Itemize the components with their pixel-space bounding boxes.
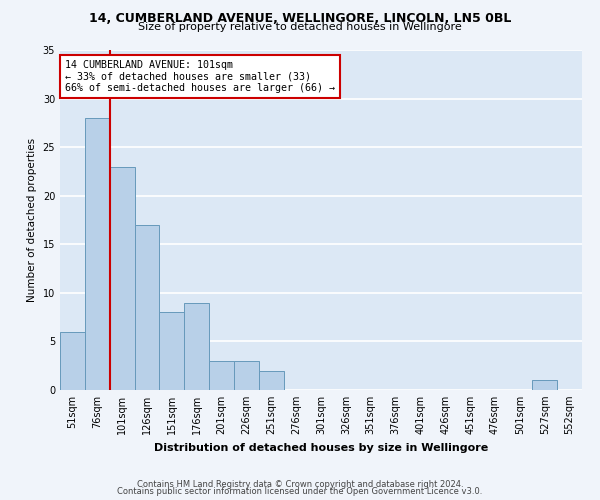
Bar — [184, 302, 209, 390]
Bar — [234, 361, 259, 390]
Bar — [259, 370, 284, 390]
Text: Contains HM Land Registry data © Crown copyright and database right 2024.: Contains HM Land Registry data © Crown c… — [137, 480, 463, 489]
Bar — [209, 361, 234, 390]
Bar — [134, 225, 160, 390]
Bar — [110, 166, 134, 390]
Y-axis label: Number of detached properties: Number of detached properties — [27, 138, 37, 302]
Text: Size of property relative to detached houses in Wellingore: Size of property relative to detached ho… — [138, 22, 462, 32]
Text: Contains public sector information licensed under the Open Government Licence v3: Contains public sector information licen… — [118, 488, 482, 496]
X-axis label: Distribution of detached houses by size in Wellingore: Distribution of detached houses by size … — [154, 442, 488, 452]
Bar — [532, 380, 557, 390]
Bar — [60, 332, 85, 390]
Bar — [160, 312, 184, 390]
Text: 14, CUMBERLAND AVENUE, WELLINGORE, LINCOLN, LN5 0BL: 14, CUMBERLAND AVENUE, WELLINGORE, LINCO… — [89, 12, 511, 26]
Bar — [85, 118, 110, 390]
Text: 14 CUMBERLAND AVENUE: 101sqm
← 33% of detached houses are smaller (33)
66% of se: 14 CUMBERLAND AVENUE: 101sqm ← 33% of de… — [65, 60, 335, 94]
